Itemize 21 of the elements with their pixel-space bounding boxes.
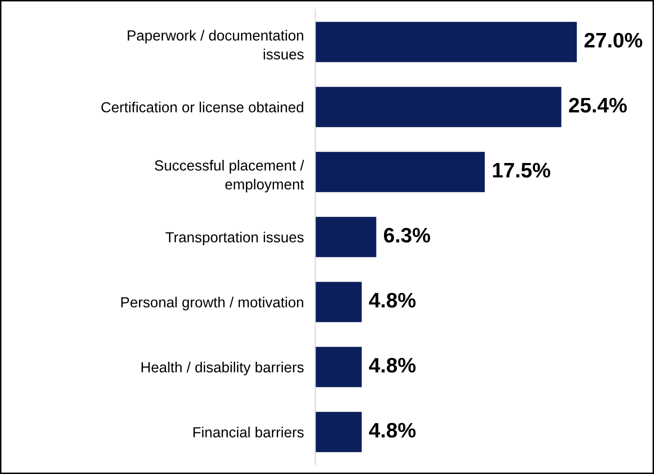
data-label: 17.5%: [493, 162, 550, 178]
y-tick-label: Financial barriers: [193, 426, 304, 438]
data-label: 4.8%: [368, 292, 416, 308]
bar: [315, 282, 362, 322]
y-tick-label: Paperwork / documentation issues: [128, 30, 304, 60]
bar: [315, 412, 362, 452]
data-label: 25.4%: [568, 98, 627, 113]
bar: [315, 216, 376, 258]
y-tick-label: Certification or license obtained: [101, 102, 304, 112]
y-tick-label: Successful placement / employment: [154, 160, 304, 192]
bar: [315, 346, 362, 388]
bar: [315, 86, 562, 128]
data-label: 4.8%: [368, 358, 416, 373]
bar: [315, 22, 577, 62]
y-tick-label: Transportation issues: [166, 232, 304, 246]
data-label: 27.0%: [584, 32, 642, 48]
data-label: 6.3%: [384, 228, 430, 243]
y-tick-label: Health / disability barriers: [142, 362, 304, 376]
y-tick-label: Personal growth / motivation: [121, 296, 304, 310]
bar: [315, 152, 485, 192]
data-label: 4.8%: [368, 422, 416, 438]
